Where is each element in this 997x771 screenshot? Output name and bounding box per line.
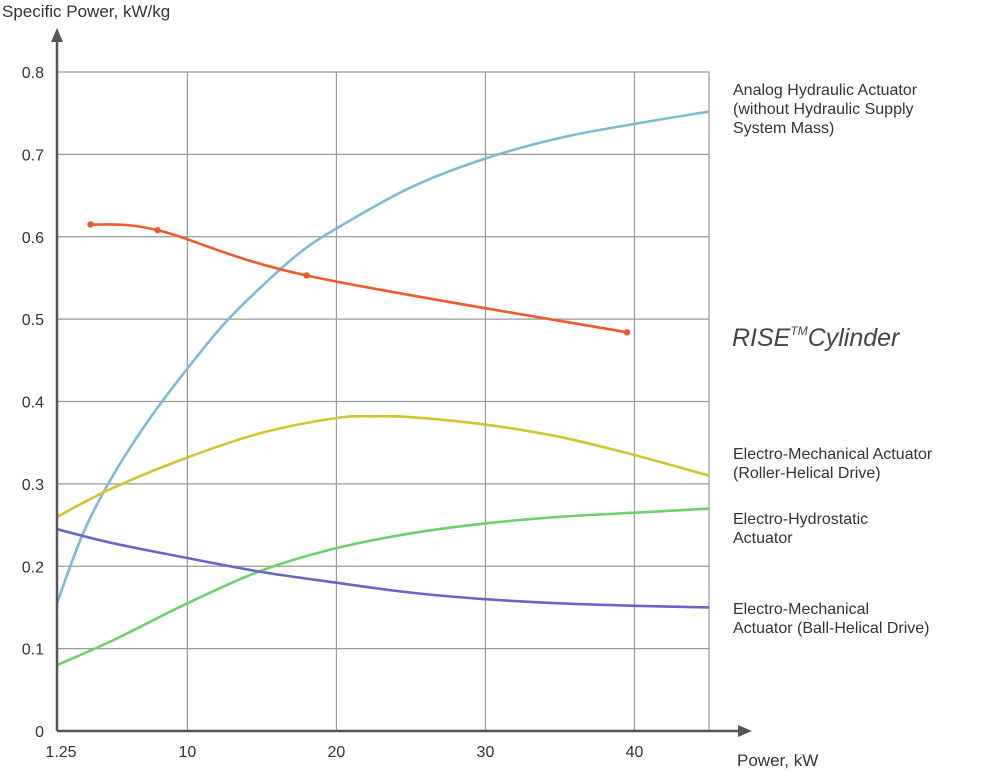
series-line-analog-hydraulic <box>55 110 710 604</box>
x-tick-label: 40 <box>626 744 644 761</box>
series-label: (Roller-Helical Drive) <box>733 465 881 482</box>
grid-lines <box>57 71 710 731</box>
y-tick-label: 0.8 <box>22 65 44 82</box>
y-tick-label: 0.5 <box>22 312 44 329</box>
y-axis-arrow <box>51 28 63 42</box>
x-axis-arrow <box>738 725 752 737</box>
x-tick-label: 30 <box>477 744 495 761</box>
y-tick-label: 0.4 <box>22 395 44 412</box>
x-tick-label: 1.25 <box>45 744 76 761</box>
series-label-rise-cylinder: RISETMCylinder <box>732 324 901 352</box>
y-tick-label: 0.1 <box>22 642 44 659</box>
y-tick-label: 0.6 <box>22 230 44 247</box>
series-label: Actuator <box>733 530 793 547</box>
y-tick-label: 0.2 <box>22 559 44 576</box>
series-line-em-ball-helical <box>56 527 710 609</box>
data-point <box>154 226 161 234</box>
series-label: (without Hydraulic Supply <box>733 101 914 118</box>
y-tick-label: 0.3 <box>22 477 44 494</box>
series-label: Actuator (Ball-Helical Drive) <box>733 620 930 637</box>
series-line-electro-hydrostatic <box>56 507 710 667</box>
series-label: Electro-Mechanical Actuator <box>733 446 933 463</box>
series-line-em-roller-helical <box>56 414 710 518</box>
y-tick-label: 0 <box>35 724 44 741</box>
tick-labels: 0 0.1 0.2 0.3 0.4 0.5 0.6 0.7 0.8 1.25 10 20 30 40 <box>22 65 644 761</box>
series-label: Electro-Mechanical <box>733 601 869 618</box>
series-label: System Mass) <box>733 120 834 137</box>
y-tick-label: 0.7 <box>22 147 44 164</box>
data-point <box>87 221 94 228</box>
data-point <box>623 329 631 336</box>
x-tick-label: 20 <box>328 744 346 761</box>
series-labels: Analog Hydraulic Actuator (without Hydrau… <box>732 82 933 637</box>
x-tick-label: 10 <box>179 744 197 761</box>
series-line-rise-cylinder <box>90 223 628 334</box>
series-label: Electro-Hydrostatic <box>733 511 868 528</box>
axes <box>51 28 752 737</box>
x-axis-title: Power, kW <box>737 751 818 770</box>
series-layer <box>55 110 710 667</box>
y-axis-title: Specific Power, kW/kg <box>2 2 170 21</box>
data-point <box>303 272 310 279</box>
series-label: Analog Hydraulic Actuator <box>733 82 918 99</box>
